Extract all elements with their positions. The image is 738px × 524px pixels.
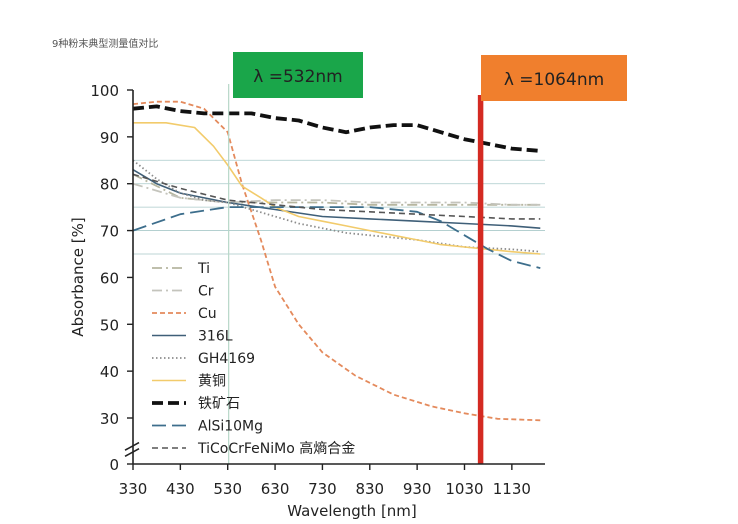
- y-axis-label: Absorbance [%]: [69, 217, 87, 336]
- legend-label-0: Ti: [197, 261, 210, 277]
- series-line-0: [132, 173, 541, 206]
- y-tick-label: 90: [100, 129, 119, 147]
- y-tick-label: 0: [109, 456, 119, 474]
- x-tick-label: 1130: [493, 480, 531, 498]
- legend-label-6: 铁矿石: [198, 396, 240, 412]
- x-axis-label: Wavelength [nm]: [287, 502, 417, 520]
- x-tick-label: 1030: [445, 480, 483, 498]
- marker-label-532nm: λ =532nm: [253, 67, 343, 87]
- legend-label-3: 316L: [198, 329, 233, 345]
- marker-box-1064nm: [481, 55, 627, 101]
- series-line-4: [132, 159, 541, 253]
- legend-label-5: 黄铜: [198, 373, 226, 390]
- y-tick-label: 30: [100, 410, 119, 428]
- series-line-7: [132, 206, 541, 269]
- legend-label-8: TiCoCrFeNiMo 高熵合金: [197, 440, 355, 457]
- axis-break-mark: [124, 447, 140, 458]
- x-tick-label: 930: [403, 480, 432, 498]
- axes: 0 30 40 50 60 70 80 90 100 330 430 530 630 730 830 930 1…: [90, 82, 545, 498]
- legend-label-7: AlSi10Mg: [198, 419, 263, 435]
- x-tick-label: 630: [261, 480, 290, 498]
- x-tick-label: 830: [355, 480, 384, 498]
- x-tick-label: 430: [166, 480, 195, 498]
- x-tick-label: 330: [119, 480, 148, 498]
- x-tick-label: 730: [308, 480, 337, 498]
- series-line-6: [132, 104, 541, 153]
- series-line-1: [132, 182, 541, 206]
- y-tick-label: 40: [100, 363, 119, 381]
- series-layer: [132, 100, 541, 422]
- y-tick-label: 50: [100, 316, 119, 334]
- series-line-8: [132, 173, 541, 220]
- marker-label-1064nm: λ =1064nm: [504, 70, 604, 90]
- y-tick-label: 60: [100, 269, 119, 287]
- axis-break-mark: [124, 441, 140, 451]
- legend-label-4: GH4169: [198, 351, 255, 367]
- legend-label-2: Cu: [198, 306, 217, 322]
- marker-box-532nm: [233, 52, 363, 98]
- legend-label-1: Cr: [198, 284, 214, 300]
- x-tick-label: 530: [213, 480, 242, 498]
- y-tick-label: 100: [90, 82, 119, 100]
- series-line-5: [133, 122, 541, 255]
- annotation-layer: λ =532nm λ =1064nm: [228, 52, 627, 464]
- y-tick-label: 70: [100, 223, 119, 241]
- chart-title: 9种粉末典型测量值对比: [52, 37, 158, 50]
- y-tick-label: 80: [100, 176, 119, 194]
- series-line-2: [132, 100, 541, 422]
